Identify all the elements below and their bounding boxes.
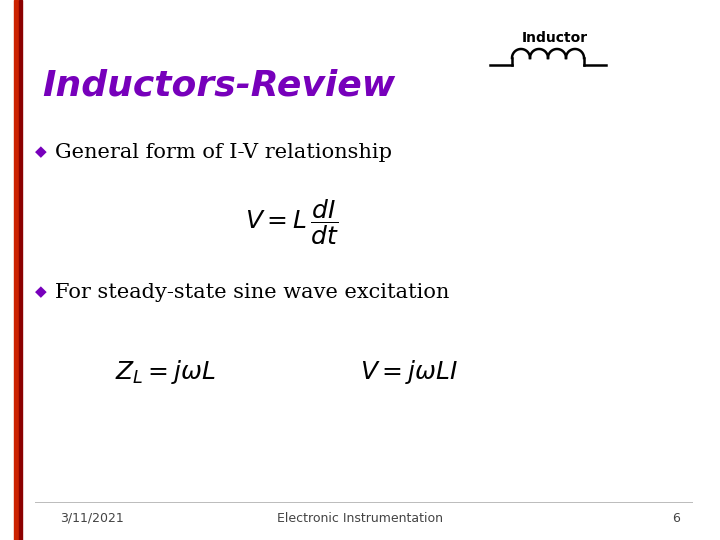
Text: $V = j\omega LI$: $V = j\omega LI$ — [360, 358, 459, 386]
Text: Electronic Instrumentation: Electronic Instrumentation — [277, 511, 443, 524]
Text: $V = L\,\dfrac{dI}{dt}$: $V = L\,\dfrac{dI}{dt}$ — [245, 197, 339, 247]
Text: General form of I-V relationship: General form of I-V relationship — [55, 143, 392, 161]
Bar — [19, 0, 22, 540]
Text: ◆: ◆ — [35, 145, 47, 159]
Text: $Z_L = j\omega L$: $Z_L = j\omega L$ — [115, 358, 216, 386]
Text: ◆: ◆ — [35, 285, 47, 300]
Text: 6: 6 — [672, 511, 680, 524]
Text: 3/11/2021: 3/11/2021 — [60, 511, 124, 524]
Text: Inductor: Inductor — [522, 31, 588, 45]
Text: For steady-state sine wave excitation: For steady-state sine wave excitation — [55, 282, 449, 301]
Bar — [14, 0, 18, 540]
Text: Inductors-Review: Inductors-Review — [42, 68, 395, 102]
